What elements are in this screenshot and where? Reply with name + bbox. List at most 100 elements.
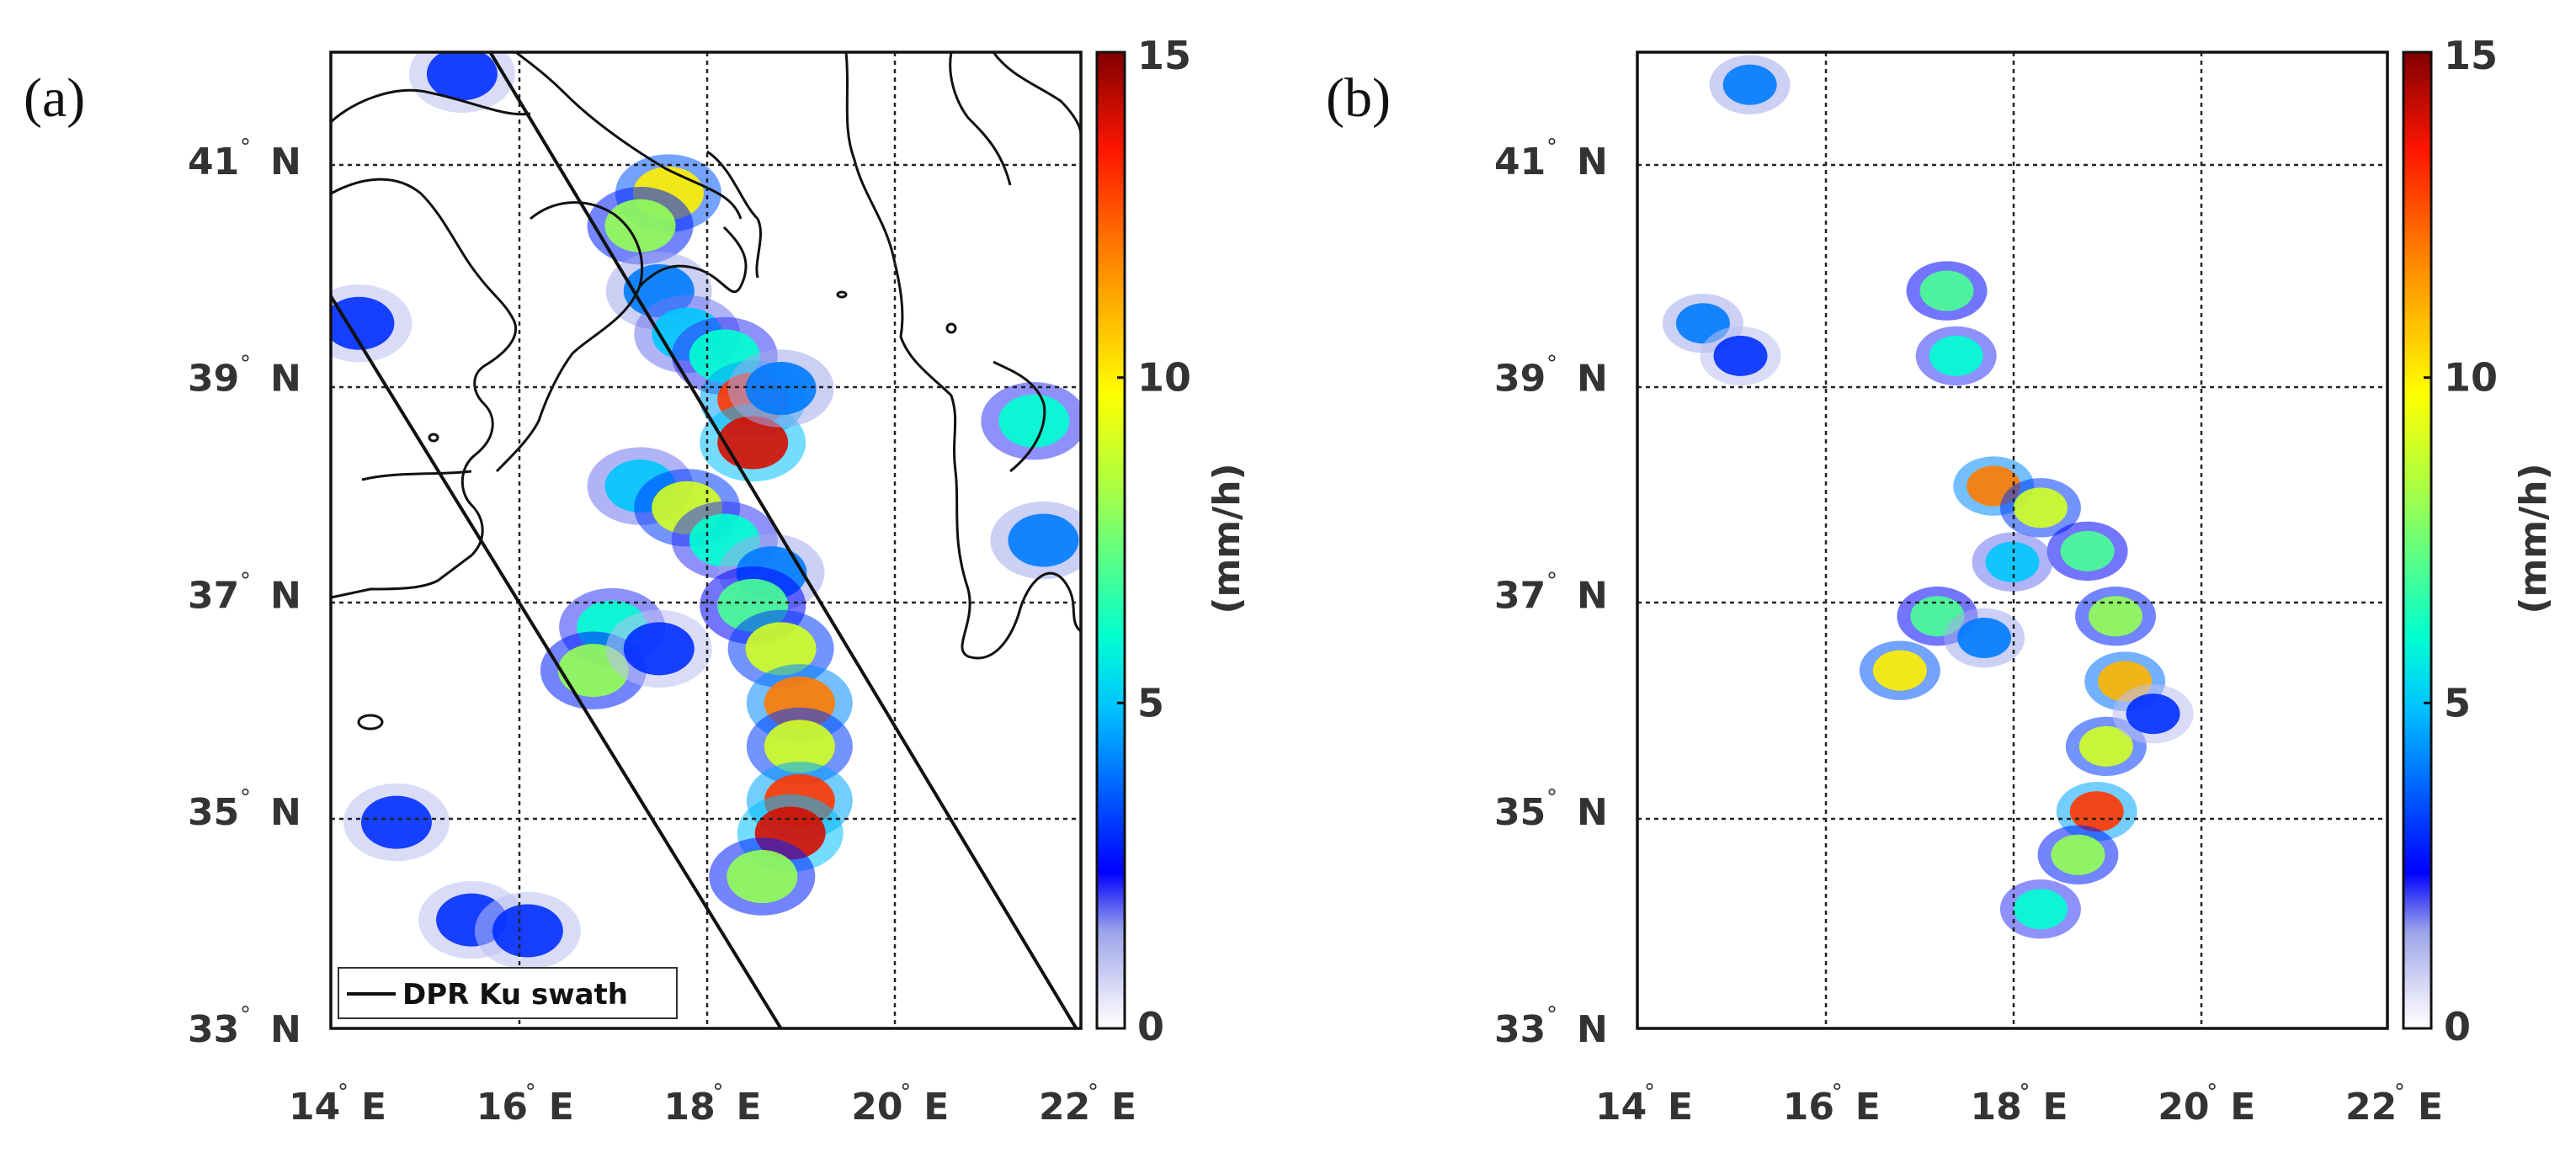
- rain-cell: [1872, 650, 1927, 691]
- map-border-b: [1636, 50, 2389, 1030]
- lon-tick-18: 18° E: [1971, 1080, 2068, 1129]
- lat-tick-value: 33: [1494, 1008, 1546, 1051]
- lat-tick-unit: N: [270, 1008, 301, 1051]
- lat-tick-37: 37 ° N: [188, 568, 301, 617]
- lon-tick-value: 14: [289, 1086, 340, 1129]
- lon-tick-unit: E: [1111, 1086, 1136, 1129]
- lat-tick-unit: N: [1577, 1008, 1608, 1051]
- lon-tick-unit: E: [2230, 1086, 2255, 1129]
- lon-tick-degree: °: [338, 1080, 349, 1105]
- swath-right-edge: [488, 52, 1078, 1028]
- rain-cell: [2060, 530, 2115, 571]
- rain-cell: [745, 622, 817, 676]
- lon-tick-unit: E: [1855, 1086, 1881, 1129]
- lat-tick-degree: °: [240, 135, 251, 160]
- lon-tick-20: 20° E: [2158, 1080, 2255, 1129]
- lon-tick-16: 16° E: [1783, 1080, 1881, 1129]
- colorbar-tick-15: 15: [1137, 33, 1191, 78]
- lat-tick-unit: N: [1577, 791, 1608, 834]
- rain-cell: [2089, 596, 2143, 637]
- lon-tick-unit: E: [737, 1086, 762, 1129]
- lon-tick-16: 16° E: [476, 1080, 574, 1129]
- lon-tick-value: 20: [851, 1086, 902, 1129]
- lat-tick-value: 33: [188, 1008, 239, 1051]
- panel-label-b: (b): [1326, 67, 1391, 129]
- panel-label-a: (a): [24, 67, 85, 129]
- lat-tick-value: 39: [1494, 358, 1546, 401]
- colorbar-b: 0 5 10 15 (mm/h): [2402, 33, 2555, 1049]
- colorbar-label-a: (mm/h): [1206, 463, 1248, 614]
- rain-cell: [726, 850, 798, 904]
- rain-cell: [745, 362, 817, 416]
- rain-cell: [2069, 791, 2124, 832]
- rain-field-b: [1662, 55, 2194, 939]
- lat-tick-35: 35 ° N: [1494, 785, 1608, 834]
- lat-tick-degree: °: [240, 352, 251, 377]
- lat-tick-unit: N: [270, 358, 301, 401]
- lon-tick-value: 14: [1595, 1086, 1647, 1129]
- colorbar-tick-10: 10: [2444, 355, 2498, 401]
- map-panel-b: (b) 33 °: [1326, 33, 2555, 1129]
- rain-cell: [764, 720, 835, 773]
- rain-cell: [2126, 693, 2180, 735]
- colorbar-ramp-a: [1095, 50, 1126, 1030]
- lon-tick-unit: E: [2043, 1086, 2068, 1129]
- lon-tick-unit: E: [923, 1086, 949, 1129]
- rain-cell: [1722, 64, 1777, 105]
- lon-tick-value: 22: [1039, 1086, 1090, 1129]
- lon-tick-18: 18° E: [664, 1080, 762, 1129]
- lon-tick-degree: °: [1088, 1080, 1099, 1105]
- lat-tick-39: 39 ° N: [188, 352, 301, 401]
- colorbar-label-b: (mm/h): [2512, 463, 2555, 614]
- lon-tick-unit: E: [549, 1086, 574, 1129]
- rain-cell: [1957, 618, 2012, 658]
- lon-tick-degree: °: [2206, 1080, 2217, 1105]
- rain-cell: [1985, 541, 2040, 582]
- lon-tick-degree: °: [1644, 1080, 1655, 1105]
- colorbar-tick-0: 0: [1137, 1004, 1164, 1049]
- lat-tick-35: 35 ° N: [188, 785, 301, 834]
- colorbar-tick-5: 5: [1137, 680, 1164, 725]
- lat-tick-unit: N: [270, 141, 301, 183]
- rain-cell: [604, 199, 676, 252]
- gridlines-b: [1637, 52, 2387, 1028]
- rain-cell: [623, 622, 695, 676]
- lon-tick-unit: E: [361, 1086, 386, 1129]
- colorbar-ramp-b: [2402, 50, 2433, 1030]
- lon-tick-14: 14° E: [289, 1080, 386, 1129]
- gridlines-a: [331, 52, 1081, 1028]
- lat-tick-value: 41: [188, 141, 239, 183]
- lat-tick-degree: °: [1546, 568, 1557, 593]
- lon-tick-unit: E: [2418, 1086, 2443, 1129]
- lat-tick-degree: °: [240, 1002, 251, 1028]
- rain-cell: [1919, 270, 1974, 311]
- lon-tick-value: 18: [664, 1086, 716, 1129]
- rain-cell: [2051, 834, 2105, 875]
- rain-cell: [360, 795, 432, 849]
- lat-tick-33: 33 ° N: [1494, 1002, 1608, 1051]
- lon-tick-degree: °: [1832, 1080, 1843, 1105]
- lat-tick-41: 41 ° N: [188, 135, 301, 183]
- map-panel-a: (a): [24, 33, 1248, 1129]
- lat-tick-value: 39: [188, 358, 239, 401]
- rain-cell: [998, 394, 1070, 448]
- lon-tick-22: 22° E: [1039, 1080, 1136, 1129]
- colorbar-tick-15: 15: [2444, 33, 2498, 78]
- rain-cell: [2013, 487, 2068, 529]
- lat-tick-unit: N: [1577, 141, 1608, 183]
- legend-box: DPR Ku swath: [338, 967, 678, 1019]
- lon-tick-degree: °: [713, 1080, 724, 1105]
- lat-tick-unit: N: [270, 574, 301, 617]
- lat-tick-degree: °: [240, 568, 251, 593]
- lon-tick-degree: °: [900, 1080, 911, 1105]
- lat-tick-degree: °: [1546, 785, 1557, 810]
- lon-tick-degree: °: [2020, 1080, 2030, 1105]
- lon-tick-14: 14° E: [1595, 1080, 1693, 1129]
- lon-tick-degree: °: [2394, 1080, 2405, 1105]
- legend-label: DPR Ku swath: [402, 978, 628, 1012]
- lat-tick-value: 35: [1494, 791, 1546, 834]
- colorbar-tick-0: 0: [2444, 1004, 2471, 1049]
- lat-tick-value: 41: [1494, 141, 1546, 183]
- lon-tick-unit: E: [1668, 1086, 1693, 1129]
- lon-tick-value: 18: [1971, 1086, 2022, 1129]
